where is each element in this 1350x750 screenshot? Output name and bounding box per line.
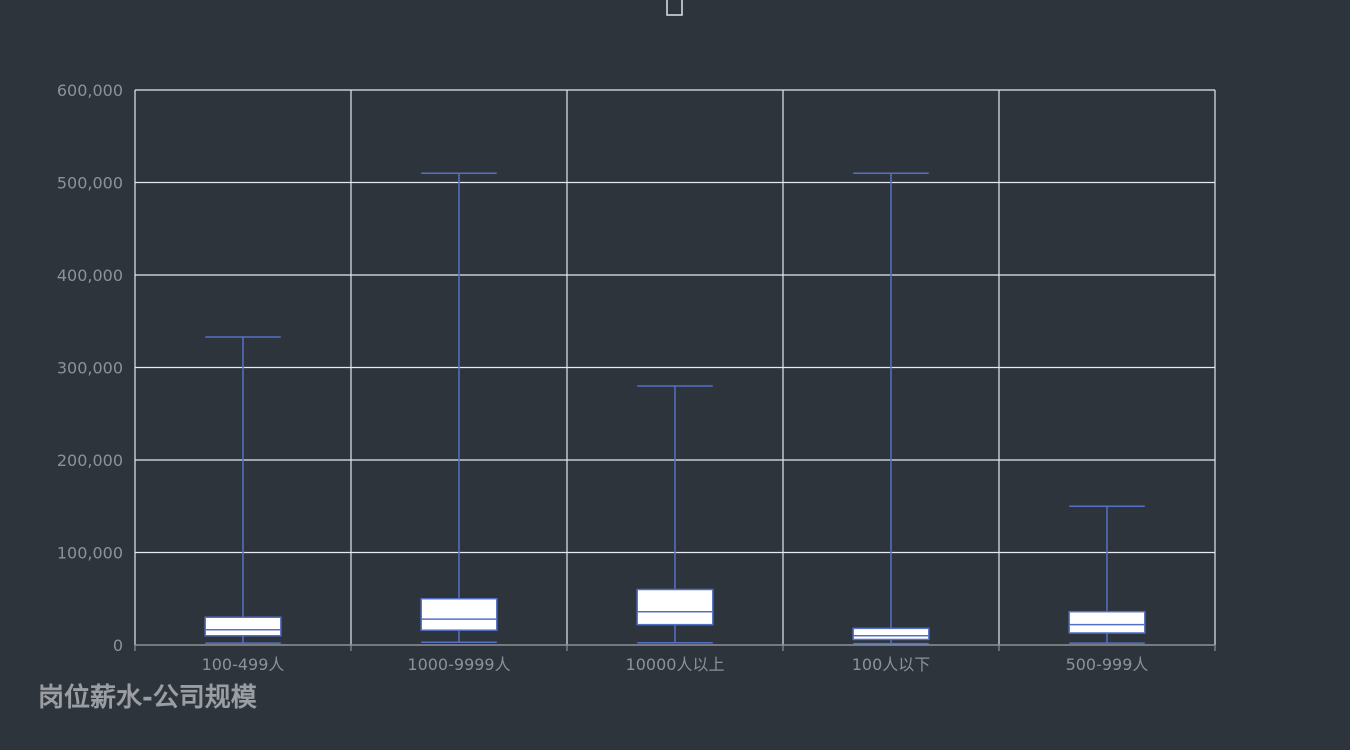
box-iqr [204, 616, 282, 637]
box-item [852, 172, 930, 645]
x-tick-label: 10000人以上 [626, 655, 725, 674]
y-tick-label: 100,000 [57, 544, 123, 563]
box-item [636, 385, 714, 644]
y-tick-label: 0 [113, 636, 123, 655]
box-iqr [636, 588, 714, 626]
box-series [204, 172, 1146, 645]
x-tick-label: 100-499人 [202, 655, 285, 674]
y-tick-label: 300,000 [57, 359, 123, 378]
legend-toggle[interactable] [666, 0, 683, 16]
x-tick-label: 100人以下 [852, 655, 931, 674]
grid-lines [134, 89, 1216, 645]
axes: 0 100,000 200,000 300,000 400,000 500,000 600,… [57, 81, 1216, 674]
chart-caption: 岗位薪水-公司规模 [38, 682, 258, 713]
y-tick-label: 400,000 [57, 266, 123, 285]
box-item [1068, 505, 1146, 644]
y-tick-label: 500,000 [57, 174, 123, 193]
box-item [204, 336, 282, 644]
box-iqr [852, 627, 930, 641]
box-iqr [1068, 610, 1146, 634]
x-tick-label: 1000-9999人 [407, 655, 510, 674]
y-tick-label: 600,000 [57, 81, 123, 100]
y-tick-label: 200,000 [57, 451, 123, 470]
x-tick-label: 500-999人 [1066, 655, 1149, 674]
box-iqr [420, 598, 498, 631]
box-item [420, 172, 498, 643]
